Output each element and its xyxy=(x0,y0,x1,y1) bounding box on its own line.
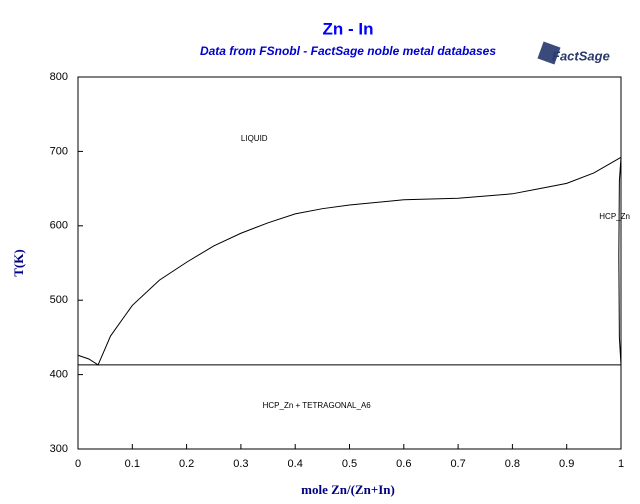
logo-text: FactSage xyxy=(552,48,610,63)
phase-boundary xyxy=(618,157,622,365)
y-tick-label: 800 xyxy=(50,71,68,83)
x-tick-label: 0.2 xyxy=(179,458,194,470)
x-tick-label: 0.8 xyxy=(505,458,520,470)
x-tick-label: 0.5 xyxy=(342,458,357,470)
logo: FactSage xyxy=(537,41,610,65)
x-tick-label: 0.6 xyxy=(396,458,411,470)
phase-label: HCP_Zn + TETRAGONAL_A6 xyxy=(263,401,372,410)
phase-label: LIQUID xyxy=(241,134,268,143)
y-tick-label: 500 xyxy=(50,294,68,306)
plot-frame xyxy=(77,76,622,450)
y-tick-label: 300 xyxy=(50,443,68,455)
y-tick-label: 400 xyxy=(50,369,68,381)
phase-boundary xyxy=(77,156,622,366)
phase-label: HCP_Zn xyxy=(599,212,630,221)
y-tick-label: 600 xyxy=(50,220,68,232)
x-tick-label: 0.1 xyxy=(125,458,140,470)
x-tick-label: 0.4 xyxy=(288,458,303,470)
y-axis-label: T(K) xyxy=(11,249,26,276)
x-tick-label: 1 xyxy=(618,458,624,470)
x-tick-label: 0.7 xyxy=(450,458,465,470)
logo-icon xyxy=(537,41,561,65)
x-axis-label: mole Zn/(Zn+In) xyxy=(301,482,395,497)
x-tick-label: 0.9 xyxy=(559,458,574,470)
x-tick-label: 0.3 xyxy=(233,458,248,470)
chart-title: Zn - In xyxy=(323,19,374,38)
x-tick-label: 0 xyxy=(75,458,81,470)
y-tick-label: 700 xyxy=(50,145,68,157)
chart-subtitle: Data from FSnobl - FactSage noble metal … xyxy=(200,44,496,58)
